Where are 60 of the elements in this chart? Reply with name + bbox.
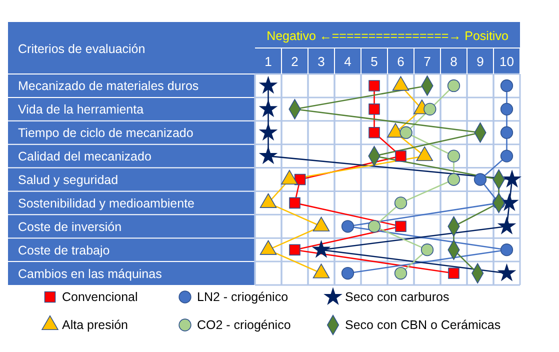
legend-label: Convencional xyxy=(62,290,138,304)
point xyxy=(395,220,406,232)
y-tick-label: Sostenibilidad y medioambiente xyxy=(18,196,195,210)
point xyxy=(474,173,487,186)
y-tick-label: Mecanizado de materiales duros xyxy=(18,79,199,94)
point xyxy=(500,150,514,162)
legend-label: Seco con CBN o Cerámicas xyxy=(345,318,501,332)
x-tick-label: 5 xyxy=(370,54,378,69)
point xyxy=(500,102,514,116)
point xyxy=(400,126,412,139)
point xyxy=(500,244,514,256)
point xyxy=(258,76,278,94)
point xyxy=(447,79,460,92)
y-tick-label: Coste de trabajo xyxy=(18,243,110,258)
text: Negativo ←================→ Positivo xyxy=(266,29,508,43)
point xyxy=(497,216,516,234)
point xyxy=(368,220,381,233)
point xyxy=(289,197,300,209)
x-tick-label: 6 xyxy=(397,54,404,69)
x-tick-label: 3 xyxy=(318,54,325,69)
y-tick-label: Vida de la herramienta xyxy=(18,102,144,117)
x-tick-label: 9 xyxy=(476,54,484,69)
point xyxy=(289,244,300,256)
point xyxy=(424,102,436,116)
x-tick-label: 8 xyxy=(450,54,458,69)
point xyxy=(258,99,278,118)
legend-label: CO2 - criogénico xyxy=(197,318,291,332)
point xyxy=(395,150,406,162)
x-tick-label: 7 xyxy=(424,54,431,69)
point xyxy=(368,80,380,92)
y-axis-title: Criterios de evaluación xyxy=(18,42,146,56)
point xyxy=(368,104,380,115)
x-tick-label: 10 xyxy=(500,54,514,69)
point xyxy=(258,146,278,164)
legend-label: LN2 - criogénico xyxy=(197,290,288,304)
legend-label: Seco con carburos xyxy=(345,290,450,304)
point xyxy=(341,220,354,233)
point xyxy=(394,266,408,280)
point xyxy=(368,126,380,138)
y-tick-label: Coste de inversión xyxy=(18,220,122,234)
y-tick-label: Salud y seguridad xyxy=(18,173,118,187)
point xyxy=(420,244,434,256)
point xyxy=(500,79,514,92)
point xyxy=(448,268,460,279)
x-tick-label: 4 xyxy=(344,54,352,69)
y-tick-label: Calidad del mecanizado xyxy=(18,150,152,164)
point xyxy=(447,173,460,186)
point xyxy=(341,266,354,280)
x-tick-label: 1 xyxy=(264,54,272,69)
point xyxy=(394,196,408,210)
point xyxy=(447,150,460,162)
x-tick-label: 2 xyxy=(291,54,298,69)
point xyxy=(497,263,516,282)
y-tick-label: Cambios en las máquinas xyxy=(18,266,162,281)
point xyxy=(500,126,514,139)
y-tick-label: Tiempo de ciclo de mecanizado xyxy=(18,126,194,140)
point xyxy=(312,240,331,258)
point xyxy=(258,122,278,141)
legend-label: Alta presión xyxy=(62,318,128,332)
point xyxy=(502,170,522,188)
